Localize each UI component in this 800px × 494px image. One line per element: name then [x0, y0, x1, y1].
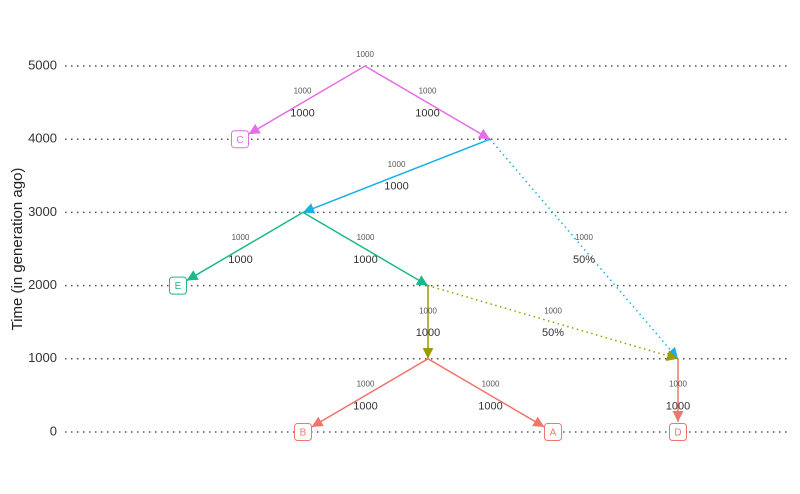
edge-label: 50% [542, 327, 564, 339]
node-label: E [175, 281, 182, 292]
edge [311, 358, 429, 428]
edge-ne-label: 1000 [294, 87, 312, 96]
edge-ne-label: 1000 [232, 233, 250, 242]
edge [186, 211, 304, 282]
edge-ne-label: 1000 [669, 380, 687, 389]
y-tick-label: 0 [50, 423, 57, 438]
edge-ne-label: 1000 [575, 233, 593, 242]
edge-label: 1000 [666, 400, 690, 412]
edge-ne-label: 1000 [357, 233, 375, 242]
edge [427, 284, 679, 361]
node-box [169, 276, 187, 295]
y-tick-label: 3000 [28, 204, 57, 219]
edge-label: 1000 [478, 400, 502, 412]
edge-label: 50% [573, 254, 595, 266]
y-tick-label: 4000 [28, 131, 57, 146]
node-box [294, 423, 312, 441]
edge-ne-label: 1000 [388, 160, 406, 169]
edge [489, 138, 679, 360]
edge-ne-label: 1000 [419, 87, 437, 96]
y-tick-label: 1000 [28, 350, 57, 365]
edge [302, 138, 491, 214]
edge-label: 1000 [228, 254, 252, 266]
edge-label: 1000 [415, 108, 439, 120]
edge [302, 211, 429, 287]
edge [427, 358, 545, 428]
edge-label: 1000 [290, 108, 314, 120]
node-box [231, 130, 249, 149]
edge [364, 65, 491, 140]
edge-label: 1000 [416, 327, 440, 339]
y-tick-label: 2000 [28, 277, 57, 292]
node-box [669, 423, 687, 441]
edge [248, 65, 366, 135]
axis-title: Time (in generation ago) [9, 168, 26, 331]
node-box [544, 423, 562, 441]
node-label: D [674, 428, 681, 439]
edge-ne-label: 1000 [357, 380, 375, 389]
node-label: C [236, 135, 243, 146]
edge-ne-label: 1000 [419, 306, 437, 315]
edge-ne-label: 1000 [482, 380, 500, 389]
y-tick-label: 5000 [28, 57, 57, 72]
edge-ne-label: 1000 [544, 306, 562, 315]
node-label: B [300, 428, 307, 439]
edge-label: 1000 [353, 254, 377, 266]
node-label: A [550, 428, 557, 439]
edge-label: 1000 [384, 181, 408, 193]
node-ne-label: 1000 [356, 50, 374, 59]
edge-label: 1000 [353, 400, 377, 412]
